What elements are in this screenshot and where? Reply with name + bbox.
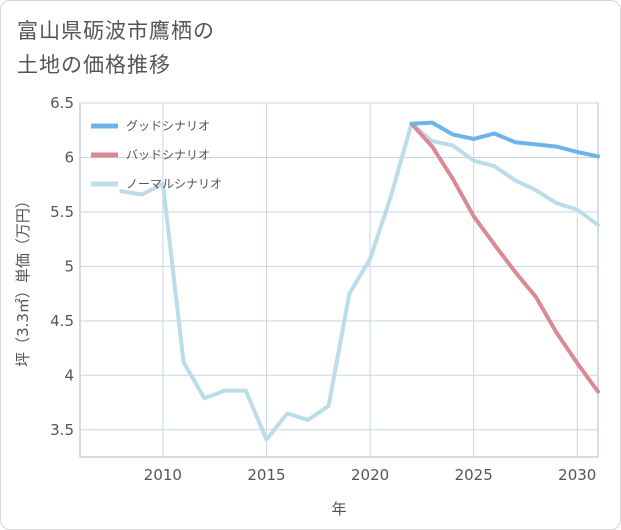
y-tick-label: 4.5 (50, 312, 74, 330)
chart-title: 富山県砺波市鷹栖の 土地の価格推移 (17, 19, 215, 77)
y-tick-label: 6 (64, 148, 74, 166)
y-tick-label: 5.5 (50, 203, 74, 221)
x-tick-label: 2025 (455, 466, 493, 484)
grid-lines (80, 102, 598, 457)
y-tick-label: 4 (64, 366, 74, 384)
series-line-0 (409, 120, 600, 159)
y-axis-ticks: 3.5 4 4.5 5 5.5 6 6.5 (50, 94, 74, 439)
series-lines (119, 120, 600, 442)
x-tick-label: 2030 (558, 466, 596, 484)
plot-area (79, 102, 599, 458)
series-line-1 (409, 121, 600, 394)
legend-label: バッドシナリオ (126, 148, 210, 162)
x-axis-label: 年 (331, 500, 346, 518)
series-line-2 (119, 121, 600, 442)
x-axis-ticks: 2010 2015 2020 2025 2030 (144, 466, 597, 484)
x-tick-label: 2015 (247, 466, 285, 484)
x-tick-label: 2010 (144, 466, 182, 484)
y-tick-label: 6.5 (50, 94, 74, 112)
y-tick-label: 3.5 (50, 421, 74, 439)
x-tick-label: 2020 (351, 466, 389, 484)
legend-label: ノーマルシナリオ (126, 177, 222, 191)
y-axis-label: 坪（3.3㎡）単価（万円） (14, 193, 32, 367)
legend-label: グッドシナリオ (126, 119, 210, 133)
y-tick-label: 5 (64, 257, 74, 275)
